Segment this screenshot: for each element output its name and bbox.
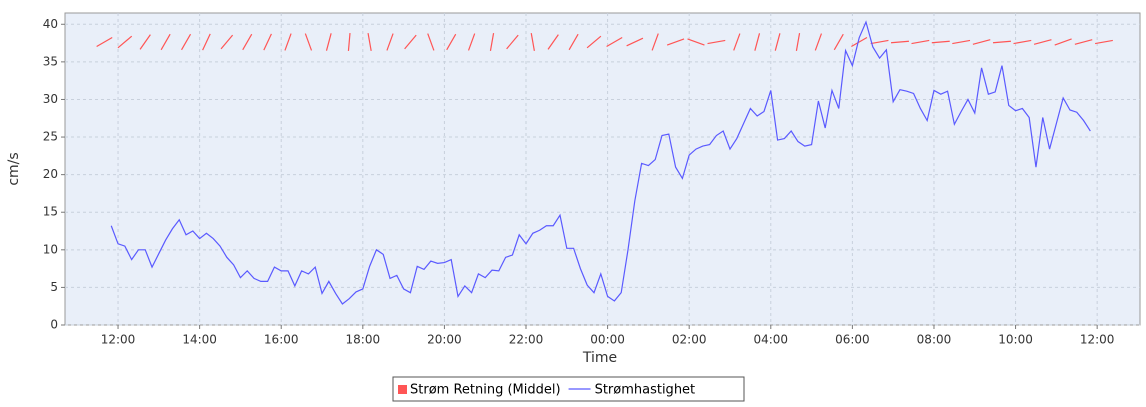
direction-mark	[304, 33, 313, 51]
x-tick-label: 20:00	[427, 333, 462, 347]
direction-mark	[181, 33, 192, 51]
direction-mark	[1054, 38, 1072, 46]
direction-mark	[651, 33, 659, 51]
direction-mark	[1033, 39, 1052, 45]
direction-mark	[931, 40, 950, 44]
y-tick-label: 35	[43, 54, 58, 68]
x-tick-label: 10:00	[998, 333, 1033, 347]
legend-swatch	[398, 385, 407, 394]
direction-mark	[606, 36, 623, 48]
direction-mark	[160, 33, 171, 51]
direction-mark	[814, 33, 823, 51]
x-tick-label: 12:00	[1080, 333, 1115, 347]
direction-mark	[139, 34, 151, 50]
x-tick-label: 18:00	[346, 333, 381, 347]
direction-mark	[774, 33, 781, 51]
direction-mark	[733, 33, 741, 51]
y-axis-label: cm/s	[6, 152, 22, 185]
direction-mark	[446, 33, 457, 51]
direction-mark	[530, 33, 535, 51]
direction-mark	[851, 36, 868, 48]
direction-mark	[367, 33, 372, 51]
x-tick-label: 16:00	[264, 333, 299, 347]
direction-mark	[890, 40, 909, 44]
direction-mark	[707, 39, 726, 45]
direction-mark	[1074, 39, 1093, 45]
direction-mark	[347, 32, 351, 52]
direction-mark	[242, 33, 253, 51]
y-tick-label: 10	[43, 242, 58, 256]
legend-label: Strømhastighet	[595, 383, 696, 398]
x-axis-label: Time	[582, 350, 617, 366]
direction-mark	[911, 39, 930, 45]
speed-line	[110, 20, 1091, 305]
x-tick-label: 06:00	[835, 333, 870, 347]
y-tick-label: 25	[43, 130, 58, 144]
direction-mark	[992, 40, 1011, 44]
direction-mark	[467, 33, 476, 51]
y-tick-label: 5	[50, 280, 58, 294]
direction-mark	[404, 34, 417, 50]
legend-box	[392, 376, 745, 402]
x-tick-label: 04:00	[753, 333, 788, 347]
direction-mark	[568, 33, 579, 51]
direction-mark	[263, 33, 272, 51]
direction-mark	[325, 33, 332, 51]
direction-mark	[386, 33, 394, 51]
y-tick-label: 0	[50, 318, 58, 332]
direction-mark	[870, 39, 889, 45]
direction-mark	[506, 34, 519, 50]
x-tick-label: 14:00	[182, 333, 217, 347]
direction-mark	[833, 33, 844, 51]
x-tick-label: 22:00	[509, 333, 544, 347]
direction-mark	[1013, 39, 1032, 45]
direction-mark	[952, 39, 971, 45]
direction-mark	[754, 33, 761, 51]
direction-mark	[117, 35, 133, 49]
x-tick-label: 12:00	[101, 333, 136, 347]
direction-mark	[586, 35, 602, 49]
direction-mark	[626, 37, 644, 47]
x-tick-label: 08:00	[917, 333, 952, 347]
direction-mark	[666, 38, 685, 46]
legend-label: Strøm Retning (Middel)	[410, 383, 561, 398]
direction-mark	[972, 39, 991, 45]
direction-mark	[220, 34, 234, 50]
direction-mark	[547, 34, 559, 50]
direction-mark	[202, 33, 211, 51]
direction-mark	[489, 33, 495, 51]
x-tick-label: 00:00	[590, 333, 625, 347]
plot-area	[64, 12, 1141, 326]
y-tick-label: 20	[43, 167, 58, 181]
direction-mark	[1094, 39, 1113, 45]
direction-mark	[795, 33, 801, 51]
direction-mark	[284, 33, 292, 51]
direction-mark	[96, 36, 113, 48]
direction-mark	[427, 33, 435, 51]
y-tick-label: 30	[43, 92, 58, 106]
y-tick-label: 40	[43, 17, 58, 31]
x-tick-label: 02:00	[672, 333, 707, 347]
y-tick-label: 15	[43, 205, 58, 219]
direction-mark	[687, 38, 705, 46]
